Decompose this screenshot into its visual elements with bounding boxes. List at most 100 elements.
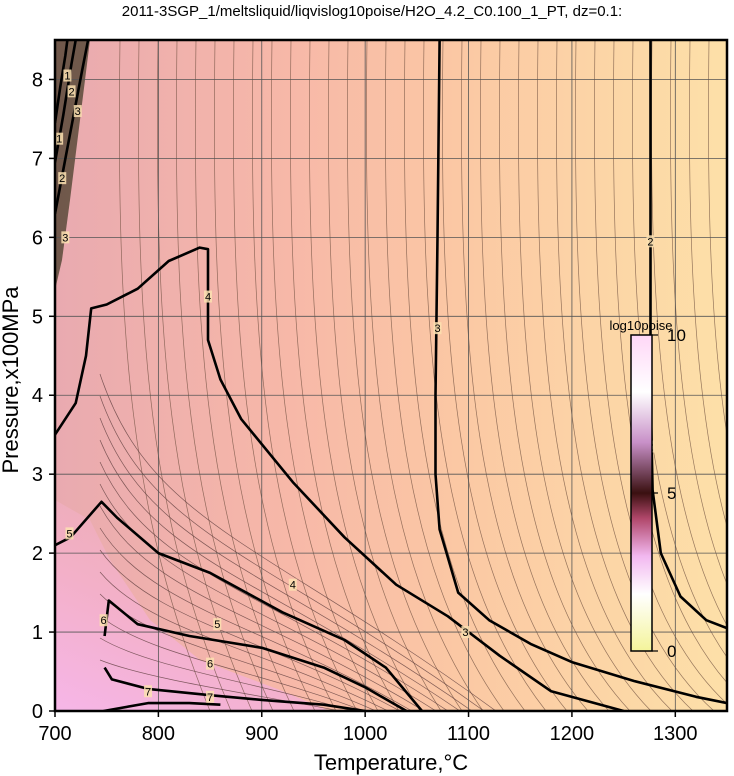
y-tick-label: 4 xyxy=(32,385,43,407)
plot-frame xyxy=(53,38,729,713)
contour-label: 3 xyxy=(75,106,81,118)
y-tick-label: 5 xyxy=(32,306,43,328)
contour-label: 5 xyxy=(66,528,72,540)
thin-contour-line xyxy=(99,659,341,711)
contour-label: 2 xyxy=(59,173,65,185)
thin-contour-line xyxy=(176,40,274,711)
colorbar-tick-label: 5 xyxy=(667,484,676,503)
contour-line-2 xyxy=(649,40,727,630)
thin-contour-lines xyxy=(99,40,727,711)
x-tick-label: 1000 xyxy=(343,723,388,745)
contour-label-bg xyxy=(67,85,76,98)
contour-label: 6 xyxy=(207,659,213,671)
contour-label-bg xyxy=(461,626,470,639)
contour-label: 3 xyxy=(62,232,68,244)
contour-label: 4 xyxy=(290,580,296,592)
thin-contour-line xyxy=(309,40,421,711)
contour-label: 1 xyxy=(56,134,62,146)
x-tick-label: 1300 xyxy=(653,723,698,745)
contour-label-bg xyxy=(73,105,82,118)
high-viscosity-region xyxy=(55,500,330,711)
colorbar-tick-label: 10 xyxy=(667,326,686,345)
thin-contour-line xyxy=(119,40,211,711)
contour-label-bg xyxy=(99,614,108,627)
thin-contour-line xyxy=(461,40,589,711)
x-tick-label: 700 xyxy=(38,723,71,745)
contour-label-bg xyxy=(55,132,64,145)
contour-label: 7 xyxy=(207,692,213,704)
thin-contour-line xyxy=(575,40,715,711)
contour-label-bg xyxy=(144,685,153,698)
contour-line-5 xyxy=(55,500,423,711)
x-tick-label: 1100 xyxy=(447,723,490,745)
contour-label: 7 xyxy=(145,686,151,698)
contour-label-bg xyxy=(58,172,67,185)
contour-label: 5 xyxy=(214,619,220,631)
contour-label-bg xyxy=(63,69,72,82)
thin-contour-line xyxy=(670,40,727,585)
thin-contour-line xyxy=(99,527,413,711)
thin-contour-line xyxy=(689,40,727,528)
y-tick-label: 2 xyxy=(32,543,43,565)
thin-contour-line xyxy=(99,505,425,711)
thin-contour-line xyxy=(328,40,442,711)
thin-contour-line xyxy=(290,40,400,711)
contour-label: 3 xyxy=(462,627,468,639)
contour-label-bg xyxy=(65,527,74,540)
thin-contour-line xyxy=(271,40,379,711)
contour-label-bg xyxy=(288,578,297,591)
contour-label: 6 xyxy=(101,615,107,627)
contour-label-bg xyxy=(206,657,215,670)
chart-title: 2011-3SGP_1/meltsliquid/liqvislog10poise… xyxy=(122,3,622,20)
colorbar-ticks: 0 5 10 xyxy=(652,326,686,661)
x-axis-label: Temperature,°C xyxy=(314,750,468,775)
thin-contour-line xyxy=(214,40,316,711)
thin-contour-line xyxy=(99,417,473,711)
thin-contour-line xyxy=(480,40,610,711)
contour-label-bg xyxy=(61,231,70,244)
thin-contour-line xyxy=(594,40,727,705)
colorbar-title: log10poise xyxy=(610,318,673,333)
plot-background xyxy=(55,40,727,711)
grid-lines xyxy=(55,40,727,711)
contour-label: 4 xyxy=(205,292,211,304)
contour-label: 2 xyxy=(68,86,74,98)
thin-contour-line xyxy=(138,40,232,711)
x-axis-ticks: 700 800 900 1000 1100 1200 1300 xyxy=(38,711,698,745)
y-tick-label: 6 xyxy=(32,227,43,249)
thin-contour-line xyxy=(499,40,631,711)
y-tick-label: 1 xyxy=(32,622,43,644)
contour-label-bg xyxy=(433,322,442,335)
thin-contour-line xyxy=(99,637,353,711)
contour-line-3 xyxy=(434,40,727,705)
y-tick-label: 8 xyxy=(32,69,43,91)
thin-contour-line xyxy=(442,40,568,711)
colorbar-bar xyxy=(630,334,653,652)
colorbar: log10poise 0 5 10 xyxy=(610,318,686,661)
y-axis-ticks: 0 1 2 3 4 5 6 7 8 xyxy=(32,69,55,723)
x-tick-label: 900 xyxy=(245,723,278,745)
thin-contour-line xyxy=(99,483,437,711)
dark-steep-region xyxy=(55,40,90,290)
contour-label-bg xyxy=(646,235,655,248)
y-tick-label: 3 xyxy=(32,464,43,486)
contour-line-4 xyxy=(55,246,624,711)
colorbar-tick-label: 0 xyxy=(667,642,676,661)
x-tick-label: 1200 xyxy=(550,723,595,745)
thin-contour-line xyxy=(366,40,484,711)
x-tick-label: 800 xyxy=(142,723,175,745)
thin-contour-line xyxy=(99,439,461,711)
thin-contour-line xyxy=(423,40,547,711)
contour-line-6 xyxy=(103,599,408,711)
contour-line-7 xyxy=(103,701,221,711)
thin-contour-line xyxy=(347,40,463,711)
contour-line-1 xyxy=(55,40,69,124)
y-axis-label: Pressure,x100MPa xyxy=(0,286,23,474)
thin-contour-line xyxy=(99,395,485,711)
thin-contour-line xyxy=(518,40,652,711)
plot-area: 776655443322332211 xyxy=(55,40,727,711)
thin-contour-line xyxy=(99,373,497,711)
y-tick-label: 0 xyxy=(32,701,43,723)
thin-contour-line xyxy=(537,40,673,711)
